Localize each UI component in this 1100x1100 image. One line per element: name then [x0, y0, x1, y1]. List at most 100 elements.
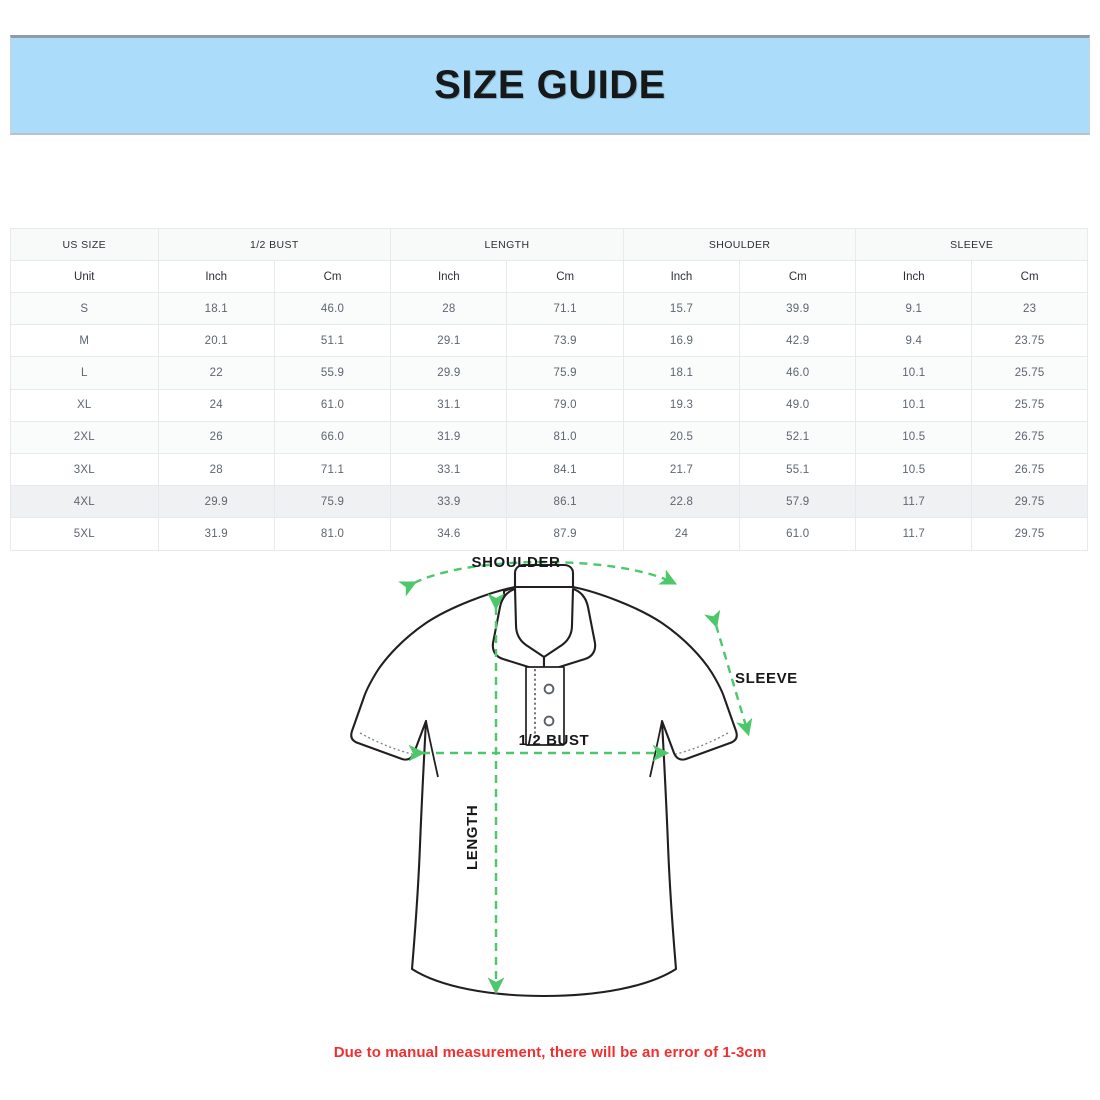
unit-header-2: Cm: [273, 260, 392, 293]
polo-shirt-diagram: [350, 560, 753, 998]
unit-header-8: Cm: [971, 260, 1088, 293]
measurement-cell: 10.1: [855, 388, 973, 422]
measurement-cell: 61.0: [273, 388, 392, 422]
measurement-cell: 51.1: [273, 324, 392, 358]
measurement-cell: 81.0: [506, 420, 624, 454]
size-table-container: US SIZE 1/2 BUST LENGTH SHOULDER SLEEVE …: [10, 228, 1088, 551]
shoulder-measure-arrow: [398, 560, 678, 597]
measurement-cell: 42.9: [739, 324, 857, 358]
measurement-cell: 15.7: [622, 291, 741, 326]
unit-header-4: Cm: [506, 260, 624, 293]
measurement-cell: 9.1: [855, 291, 973, 326]
table-row: 2XL 26 66.0 31.9 81.0 20.5 52.1 10.5 26.75: [10, 420, 1088, 454]
measurement-cell: 22.8: [622, 485, 741, 519]
size-label-cell: S: [10, 291, 159, 326]
size-guide-banner: SIZE GUIDE: [10, 35, 1090, 135]
table-row: XL 24 61.0 31.1 79.0 19.3 49.0 10.1 25.75: [10, 388, 1088, 422]
measurement-cell: 33.9: [390, 485, 508, 519]
group-header-length: LENGTH: [390, 228, 624, 261]
group-header-bust: 1/2 BUST: [157, 228, 392, 261]
measurement-cell: 10.1: [855, 356, 973, 390]
unit-header-7: Inch: [855, 260, 973, 293]
measurement-disclaimer: Due to manual measurement, there will be…: [333, 1044, 767, 1061]
measurement-cell: 29.75: [971, 485, 1088, 519]
measurement-cell: 52.1: [739, 420, 857, 454]
unit-header-1: Inch: [157, 260, 275, 293]
measurement-cell: 34.6: [390, 517, 508, 551]
table-head: US SIZE 1/2 BUST LENGTH SHOULDER SLEEVE …: [10, 228, 1088, 293]
size-label-cell: XL: [10, 388, 159, 422]
sleeve-label: SLEEVE: [735, 670, 798, 687]
measurement-cell: 73.9: [506, 324, 624, 358]
measurement-cell: 55.1: [739, 452, 857, 487]
measurement-cell: 31.9: [390, 420, 508, 454]
measurement-cell: 29.9: [390, 356, 508, 390]
size-label-cell: L: [10, 356, 159, 390]
measurement-cell: 26.75: [971, 452, 1088, 487]
group-header-row: US SIZE 1/2 BUST LENGTH SHOULDER SLEEVE: [10, 228, 1088, 261]
measurement-cell: 16.9: [622, 324, 741, 358]
measurement-cell: 11.7: [855, 517, 973, 551]
unit-header-row: Unit Inch Cm Inch Cm Inch Cm Inch Cm: [10, 260, 1088, 293]
buttons-icon: [543, 683, 555, 727]
measurement-cell: 61.0: [739, 517, 857, 551]
size-label-cell: 3XL: [10, 452, 159, 487]
measurement-cell: 29.1: [390, 324, 508, 358]
table-row: S 18.1 46.0 28 71.1 15.7 39.9 9.1 23: [10, 291, 1088, 326]
measurement-cell: 75.9: [506, 356, 624, 390]
measurement-cell: 29.75: [971, 517, 1088, 551]
table-row: 4XL 29.9 75.9 33.9 86.1 22.8 57.9 11.7 29.75: [10, 485, 1088, 519]
size-label-cell: 5XL: [10, 517, 159, 551]
measurement-cell: 18.1: [622, 356, 741, 390]
length-label: LENGTH: [464, 804, 481, 870]
measurement-cell: 71.1: [506, 291, 624, 326]
table-row: L 22 55.9 29.9 75.9 18.1 46.0 10.1 25.75: [10, 356, 1088, 390]
table-row: 3XL 28 71.1 33.1 84.1 21.7 55.1 10.5 26.75: [10, 452, 1088, 487]
measurement-cell: 31.9: [157, 517, 275, 551]
measurement-cell: 55.9: [273, 356, 392, 390]
measurement-cell: 28: [390, 291, 508, 326]
size-label-cell: 2XL: [10, 420, 159, 454]
unit-header-3: Inch: [390, 260, 508, 293]
measurement-cell: 75.9: [273, 485, 392, 519]
measurement-cell: 23.75: [971, 324, 1088, 358]
measurement-cell: 23: [971, 291, 1088, 326]
measurement-cell: 24: [622, 517, 741, 551]
measurement-cell: 81.0: [273, 517, 392, 551]
measurement-cell: 10.5: [855, 420, 973, 454]
page-title: SIZE GUIDE: [434, 63, 666, 107]
group-header-sleeve: SLEEVE: [855, 228, 1088, 261]
measurement-cell: 49.0: [739, 388, 857, 422]
size-label-cell: 4XL: [10, 485, 159, 519]
size-chart-table: US SIZE 1/2 BUST LENGTH SHOULDER SLEEVE …: [10, 228, 1088, 551]
table-body: S 18.1 46.0 28 71.1 15.7 39.9 9.1 23 M 20.1 51.1 29.…: [10, 291, 1088, 551]
size-label-cell: M: [10, 324, 159, 358]
sleeve-measure-arrow: [704, 609, 753, 737]
measurement-cell: 10.5: [855, 452, 973, 487]
measurement-cell: 11.7: [855, 485, 973, 519]
measurement-cell: 79.0: [506, 388, 624, 422]
measurement-cell: 9.4: [855, 324, 973, 358]
table-row: M 20.1 51.1 29.1 73.9 16.9 42.9 9.4 23.75: [10, 324, 1088, 358]
measurement-cell: 46.0: [739, 356, 857, 390]
measurement-cell: 84.1: [506, 452, 624, 487]
unit-header-6: Cm: [739, 260, 857, 293]
measurement-cell: 18.1: [157, 291, 275, 326]
measurement-cell: 24: [157, 388, 275, 422]
measurement-cell: 39.9: [739, 291, 857, 326]
measurement-cell: 26: [157, 420, 275, 454]
measurement-cell: 20.1: [157, 324, 275, 358]
measurement-cell: 25.75: [971, 356, 1088, 390]
shoulder-label: SHOULDER: [471, 554, 561, 571]
measurement-cell: 25.75: [971, 388, 1088, 422]
measurement-cell: 29.9: [157, 485, 275, 519]
measurement-cell: 57.9: [739, 485, 857, 519]
collar-wing-right: [542, 587, 597, 673]
measurement-cell: 26.75: [971, 420, 1088, 454]
group-header-us-size: US SIZE: [10, 228, 159, 261]
measurement-cell: 20.5: [622, 420, 741, 454]
shirt-body: [350, 585, 738, 998]
measurement-cell: 86.1: [506, 485, 624, 519]
measurement-cell: 31.1: [390, 388, 508, 422]
measurement-cell: 46.0: [273, 291, 392, 326]
